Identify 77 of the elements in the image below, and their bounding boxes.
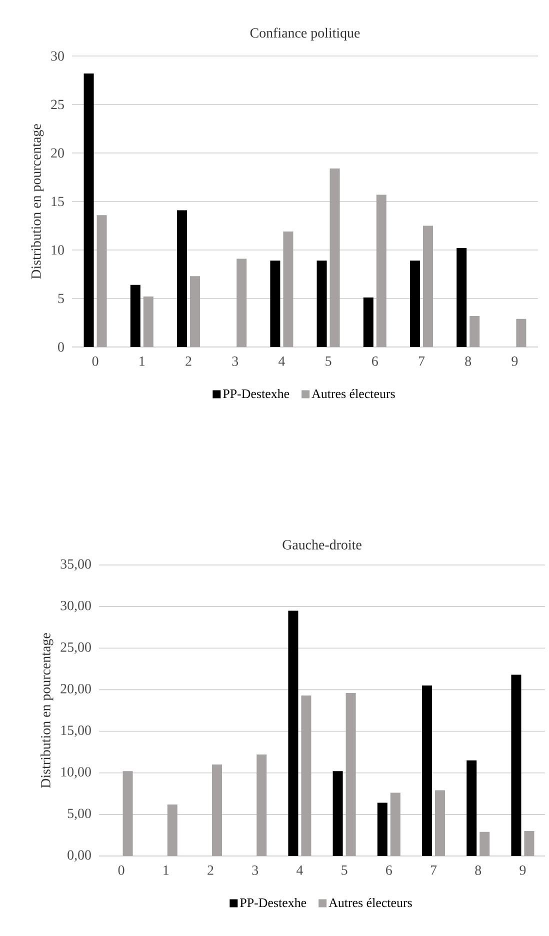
bar xyxy=(456,248,467,347)
bar xyxy=(236,258,247,347)
x-tick-label: 0 xyxy=(118,866,124,875)
x-tick-label: 0 xyxy=(92,356,98,366)
bar xyxy=(96,215,107,347)
bar xyxy=(346,693,356,856)
bar xyxy=(516,318,526,347)
bar xyxy=(376,194,386,347)
x-tick-label: 7 xyxy=(430,866,437,875)
bar xyxy=(435,790,446,856)
bar xyxy=(470,316,480,347)
y-tick-label: 15 xyxy=(52,196,64,206)
bar xyxy=(167,804,178,856)
bar xyxy=(363,298,374,347)
y-tick-label: 20,00 xyxy=(60,684,91,696)
legend-label: Autres électeurs xyxy=(312,389,395,398)
bar xyxy=(466,760,477,856)
x-tick-label: 9 xyxy=(520,866,526,875)
x-tick-label: 2 xyxy=(208,866,214,875)
bar xyxy=(84,73,94,347)
bar xyxy=(130,284,140,347)
y-tick-label: 5 xyxy=(58,294,64,304)
x-tick-label: 4 xyxy=(296,866,303,875)
x-tick-label: 5 xyxy=(326,356,332,366)
y-tick-label: 35,00 xyxy=(60,559,91,571)
bar xyxy=(332,771,343,856)
bar xyxy=(410,260,420,347)
y-tick-label: 30 xyxy=(51,51,64,61)
bar xyxy=(288,610,298,856)
bar xyxy=(190,276,200,347)
y-tick-label: 0,00 xyxy=(68,850,91,862)
y-tick-label: 20 xyxy=(51,148,64,158)
bar xyxy=(177,210,187,347)
x-tick-label: 5 xyxy=(342,866,348,875)
bar xyxy=(143,296,154,347)
x-tick-label: 4 xyxy=(278,356,285,366)
y-tick-label: 30,00 xyxy=(60,600,91,612)
bar xyxy=(212,764,222,856)
x-tick-label: 2 xyxy=(186,356,192,366)
legend-label: Autres électeurs xyxy=(328,898,412,908)
bar xyxy=(480,832,490,856)
legend-label: PP-Destexhe xyxy=(240,898,306,908)
x-tick-label: 3 xyxy=(232,356,238,366)
x-tick-label: 1 xyxy=(140,356,145,366)
y-axis-title: Distribution en pourcentage xyxy=(30,124,44,279)
bar xyxy=(301,696,312,856)
y-tick-label: 25 xyxy=(51,100,64,110)
x-tick-label: 7 xyxy=(418,356,425,366)
bar xyxy=(330,168,340,347)
bar xyxy=(422,226,433,347)
y-axis-title: Distribution en pourcentage xyxy=(40,633,54,788)
bar xyxy=(390,792,400,856)
x-tick-label: 6 xyxy=(372,356,378,366)
legend-label: PP-Destexhe xyxy=(223,389,290,398)
bar xyxy=(524,831,534,856)
x-tick-label: 8 xyxy=(475,866,482,875)
chart-title: Gauche-droite xyxy=(282,540,362,550)
x-tick-label: 8 xyxy=(465,356,472,366)
x-tick-label: 6 xyxy=(386,866,392,875)
y-tick-label: 10,00 xyxy=(61,767,91,779)
bar xyxy=(283,232,294,347)
bar xyxy=(511,674,522,856)
x-tick-label: 9 xyxy=(512,356,518,366)
bar xyxy=(377,802,388,856)
bar xyxy=(256,754,267,856)
bar xyxy=(270,260,280,347)
x-tick-label: 1 xyxy=(164,866,169,875)
x-tick-label: 3 xyxy=(252,866,258,875)
bar xyxy=(422,686,432,856)
y-tick-label: 10 xyxy=(52,245,64,255)
y-tick-label: 15,00 xyxy=(61,726,91,737)
y-tick-label: 5,00 xyxy=(68,808,91,820)
bar xyxy=(316,260,327,347)
bar xyxy=(122,771,133,856)
y-tick-label: 25,00 xyxy=(60,642,91,654)
chart-title: Confiance politique xyxy=(250,28,360,40)
y-tick-label: 0 xyxy=(58,342,64,352)
